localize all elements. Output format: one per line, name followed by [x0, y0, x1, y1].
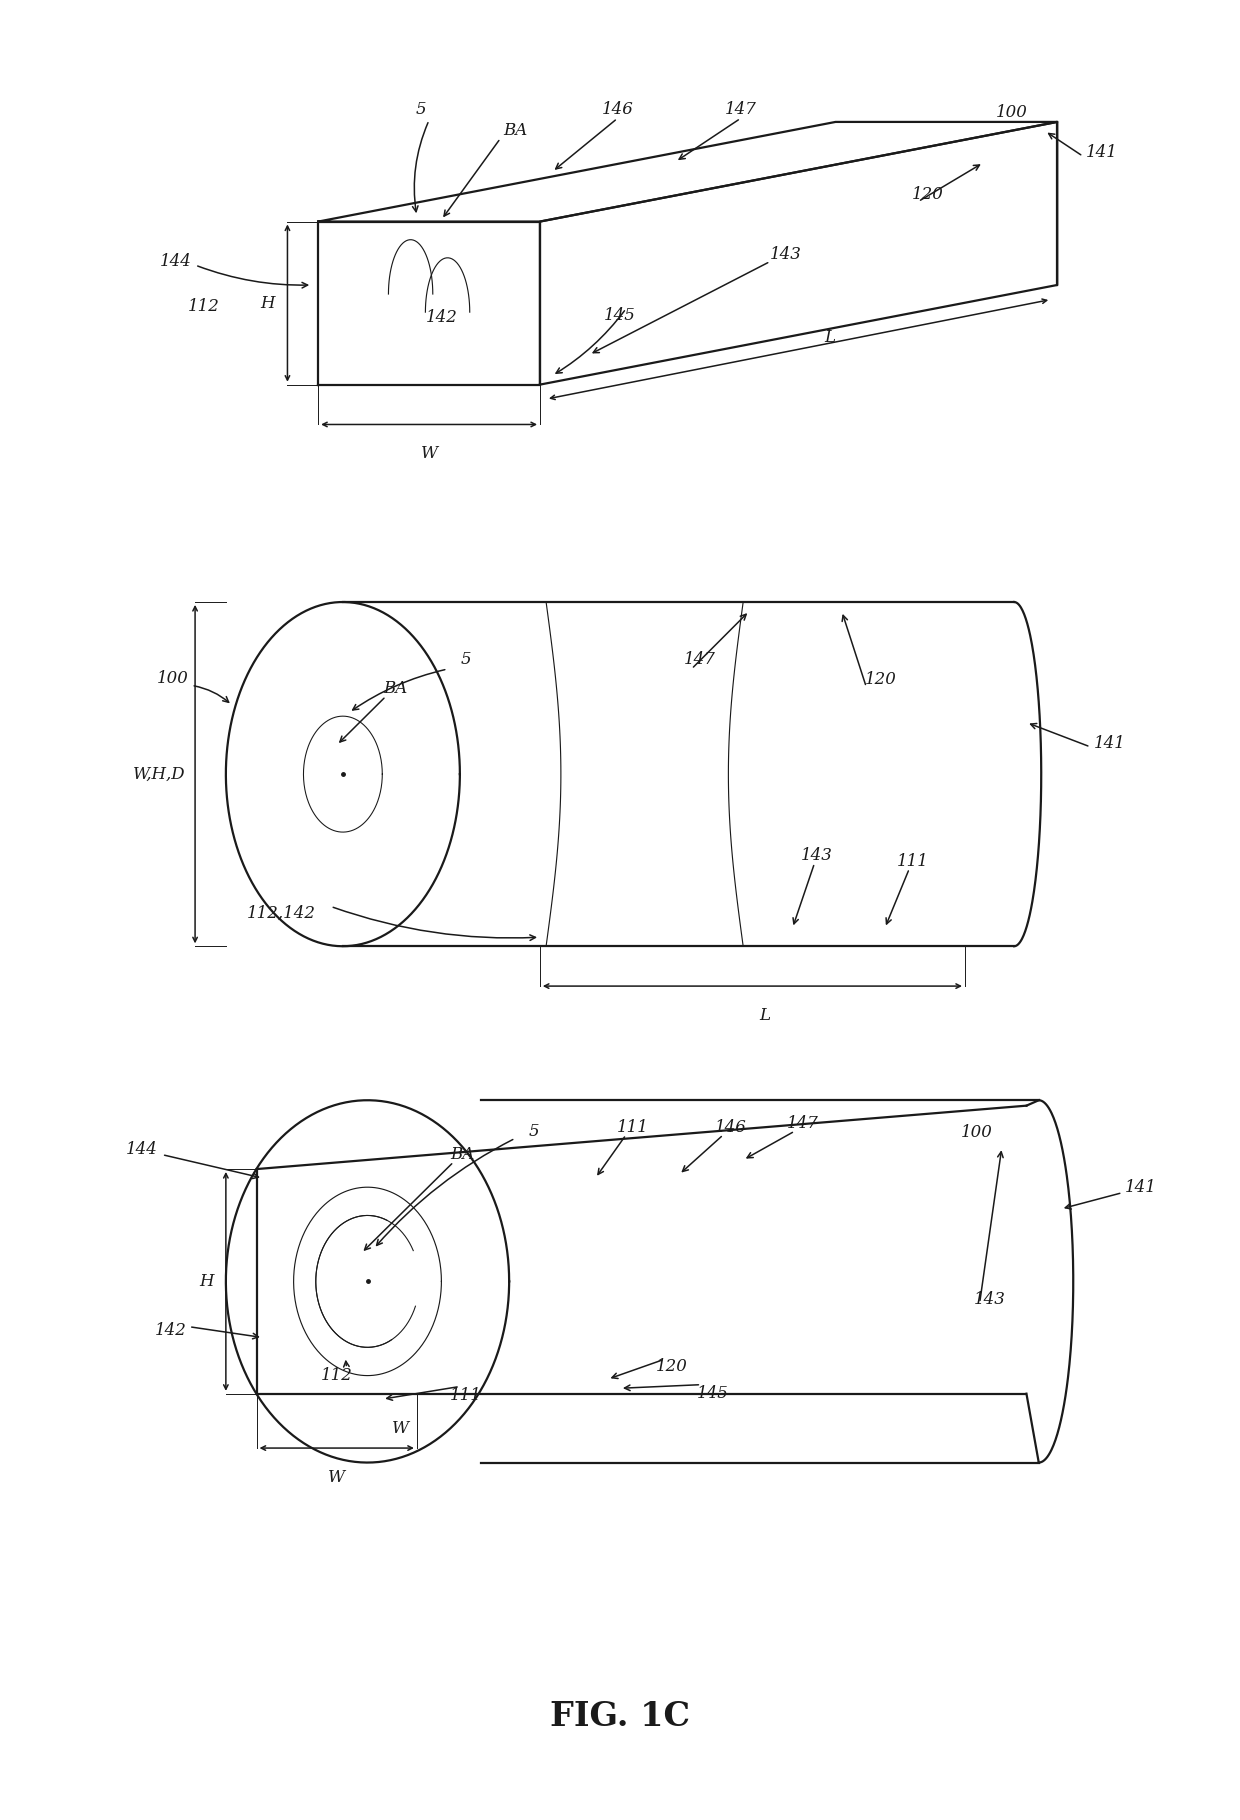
- Text: 147: 147: [724, 100, 756, 118]
- Text: 100: 100: [996, 104, 1028, 122]
- Text: 141: 141: [1085, 144, 1117, 162]
- Text: 142: 142: [155, 1321, 186, 1340]
- Text: 112: 112: [187, 298, 219, 315]
- Text: 141: 141: [1094, 735, 1126, 752]
- Text: 5: 5: [461, 652, 471, 668]
- Text: 147: 147: [684, 652, 715, 668]
- Text: 112: 112: [321, 1367, 352, 1383]
- Text: L: L: [823, 329, 835, 346]
- Text: 144: 144: [126, 1141, 159, 1158]
- Text: 120: 120: [911, 186, 944, 202]
- Text: 147: 147: [786, 1116, 818, 1132]
- Text: 143: 143: [801, 846, 833, 864]
- Text: 144: 144: [160, 253, 191, 269]
- Text: BA: BA: [450, 1147, 475, 1163]
- Text: 112,142: 112,142: [247, 905, 316, 923]
- Text: W: W: [420, 444, 438, 462]
- Text: 145: 145: [604, 308, 636, 324]
- Text: BA: BA: [503, 122, 527, 140]
- Text: L: L: [759, 1006, 770, 1023]
- Text: 100: 100: [961, 1125, 993, 1141]
- Text: W: W: [329, 1469, 345, 1485]
- Text: 146: 146: [715, 1119, 746, 1136]
- Text: W: W: [392, 1420, 409, 1436]
- Text: 5: 5: [528, 1123, 539, 1139]
- Text: BA: BA: [383, 681, 408, 697]
- Text: 143: 143: [973, 1290, 1006, 1309]
- Text: 5: 5: [415, 100, 425, 118]
- Text: 111: 111: [898, 852, 929, 870]
- Text: 143: 143: [770, 246, 802, 262]
- Text: 145: 145: [697, 1385, 728, 1401]
- Text: 146: 146: [601, 100, 634, 118]
- Text: 100: 100: [157, 670, 188, 686]
- Text: FIG. 1C: FIG. 1C: [551, 1700, 689, 1733]
- Text: 120: 120: [656, 1358, 688, 1376]
- Text: 120: 120: [866, 672, 897, 688]
- Text: 111: 111: [616, 1119, 649, 1136]
- Text: W,H,D: W,H,D: [133, 766, 185, 783]
- Text: H: H: [260, 295, 275, 311]
- Text: 141: 141: [1125, 1179, 1157, 1196]
- Text: H: H: [200, 1272, 213, 1290]
- Text: 111: 111: [450, 1387, 482, 1403]
- Text: 142: 142: [425, 309, 458, 326]
